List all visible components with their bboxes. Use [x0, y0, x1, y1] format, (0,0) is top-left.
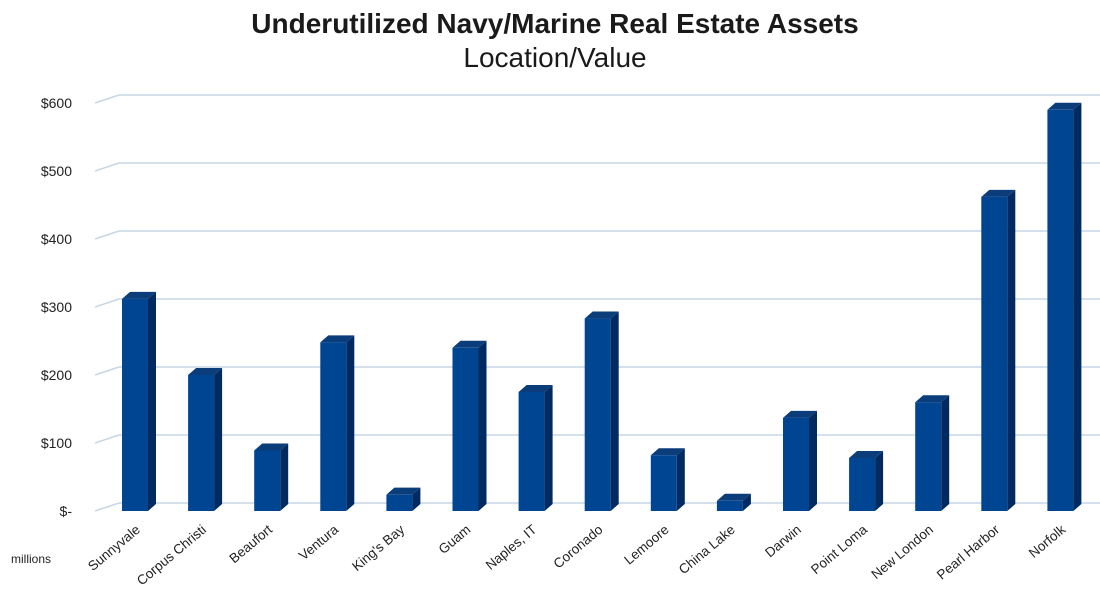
bar-top [849, 450, 884, 458]
gridline-floor [94, 434, 120, 444]
bar-side [148, 291, 156, 511]
bar-front [188, 375, 215, 511]
bar-front [452, 347, 479, 511]
bar-front [783, 417, 809, 511]
bar-side [280, 443, 289, 511]
bar-top [783, 410, 817, 418]
bar-side [676, 448, 685, 511]
bar-side [941, 395, 950, 511]
bar-side [809, 410, 817, 511]
bar-front [981, 196, 1008, 511]
bar-front [254, 450, 281, 511]
chart-title: Underutilized Navy/Marine Real Estate As… [251, 8, 859, 39]
bar [320, 335, 355, 511]
bar-side [214, 368, 223, 511]
bar [981, 189, 1016, 511]
bar-front [1047, 109, 1074, 512]
bar [254, 443, 289, 511]
gridline-floor [94, 366, 120, 376]
chart-subtitle: Location/Value [463, 42, 647, 73]
gridline-floor [94, 94, 120, 104]
bar-top [716, 493, 751, 501]
units-label: millions [11, 552, 52, 566]
bar [783, 410, 817, 511]
x-tick-label: Pearl Harbor [934, 521, 1003, 582]
gridline-floor [94, 162, 120, 172]
x-tick-label: Sunnyvale [85, 522, 143, 574]
bar [518, 385, 553, 511]
bar-side [610, 311, 619, 511]
y-tick-label: $- [60, 503, 73, 519]
x-tick-label: China Lake [676, 522, 738, 577]
bar-front [915, 402, 942, 511]
bar-front [849, 457, 876, 511]
y-tick-label: $500 [41, 163, 72, 179]
x-tick-label: New London [868, 522, 936, 582]
bar [122, 291, 156, 511]
bar-side [875, 450, 884, 511]
bar-top [650, 448, 685, 456]
bar-front [650, 455, 677, 511]
bar-side [544, 385, 553, 511]
bar-top [981, 189, 1016, 197]
bar [650, 448, 685, 511]
x-tick-label: Darwin [762, 522, 804, 560]
y-tick-label: $200 [41, 367, 72, 383]
y-axis-tick-labels: $- $100 $200 $300 $400 $500 $600 [41, 95, 72, 519]
x-tick-label: Point Loma [808, 521, 870, 577]
bar-top [122, 291, 156, 299]
bar-front [386, 494, 413, 511]
bar-side [346, 335, 355, 511]
bar-front [716, 500, 743, 511]
bar-top [584, 311, 619, 319]
bar [1047, 102, 1082, 512]
bar-front [320, 342, 347, 511]
x-tick-label: Guam [436, 522, 474, 557]
gridline-floor [94, 502, 120, 512]
x-tick-label: Ventura [296, 521, 342, 563]
bar-top [1047, 102, 1082, 110]
bar [452, 340, 487, 511]
bar-top [452, 340, 487, 348]
bar-side [478, 340, 487, 511]
bars [122, 102, 1082, 512]
bar-side [412, 487, 421, 511]
y-tick-label: $600 [41, 95, 72, 111]
x-tick-label: Lemoore [621, 522, 671, 568]
bar-top [254, 443, 289, 451]
bar-top [188, 368, 223, 375]
x-tick-label: Norfolk [1026, 522, 1069, 561]
bar-front [584, 318, 611, 511]
bar-front [518, 392, 545, 511]
bar [849, 450, 884, 511]
bar-top [915, 395, 950, 403]
x-tick-label: Naples, IT [483, 522, 540, 573]
y-tick-label: $400 [41, 231, 72, 247]
bar-top [386, 487, 421, 495]
bar [716, 493, 751, 511]
bar [915, 395, 950, 511]
y-tick-label: $100 [41, 435, 72, 451]
bar-top [518, 385, 553, 392]
gridline-floor [94, 230, 120, 240]
gridline-floor [94, 298, 120, 308]
bar [584, 311, 619, 511]
x-tick-label: Corpus Christi [134, 522, 209, 588]
x-tick-label: Beaufort [226, 522, 275, 566]
x-tick-label: King's Bay [349, 522, 407, 574]
x-tick-label: Coronado [551, 522, 606, 572]
bar-top [320, 335, 355, 343]
bar [386, 487, 421, 511]
bar-side [1073, 102, 1082, 512]
bar-front [122, 298, 148, 511]
bar-side [1007, 189, 1016, 511]
bar [188, 368, 223, 511]
y-tick-label: $300 [41, 299, 72, 315]
bar-side [742, 493, 751, 511]
